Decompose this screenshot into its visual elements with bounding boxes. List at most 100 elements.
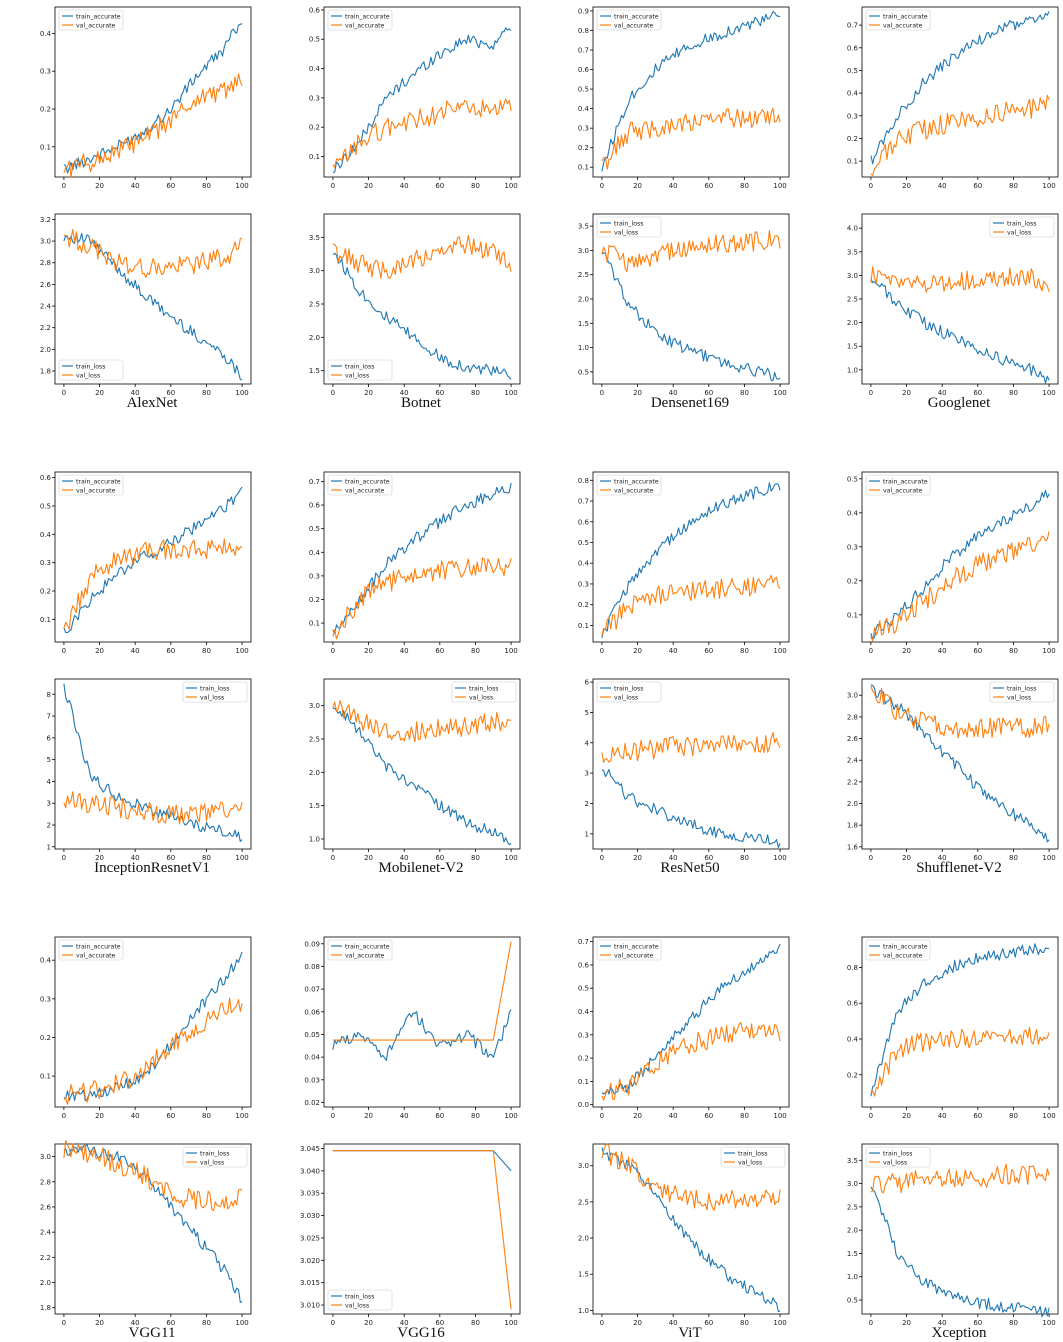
Botnet-loss-train_loss-line [332,252,512,380]
VGG16-loss-axes-frame [323,1143,521,1315]
Googlenet-acc-xtick-label-5: 100 [1042,182,1055,190]
VGG16-loss-ytick-label-5: 3.035 [300,1190,320,1198]
ViT-loss-ytick-label-0: 1.0 [578,1307,589,1315]
Googlenet-loss-xtick-label-4: 80 [1009,389,1018,397]
Shufflenet-V2-loss-ytick-label-6: 2.8 [847,713,858,721]
Densenet169-acc-val_accurate-line [601,107,781,170]
Shufflenet-V2-loss-ytick-label-2: 2.0 [847,800,858,808]
Mobilenet-V2-acc-ytick-label-2: 0.3 [309,572,320,580]
ResNet50-acc-ytick-label-6: 0.7 [578,498,589,506]
Mobilenet-V2-acc-ytick-label-4: 0.5 [309,525,320,533]
Densenet169-acc-ytick-label-8: 0.9 [578,7,589,15]
Botnet-acc-axes-frame [323,6,521,178]
Shufflenet-V2-loss-axes-frame [861,678,1059,850]
ResNet50-acc-xtick-label-1: 20 [633,647,642,655]
VGG11-loss-val_loss-line [63,1140,243,1212]
Densenet169-acc-legend [596,9,662,31]
Densenet169-loss-xtick-label-1: 20 [633,389,642,397]
Googlenet-loss-ytick-label-6: 4.0 [847,225,858,233]
ViT-acc-xtick-label-2: 40 [669,1112,678,1120]
Botnet-accuracy-chart: 0.1 0.2 0.3 0.4 0.5 0.6 0 20 40 60 80 100 train_accu… [309,6,521,190]
Mobilenet-V2-acc-legend-label-1: val_accurate [345,487,385,494]
Densenet169-acc-ytick-label-3: 0.4 [578,105,590,113]
ViT-accuracy-chart: 0.0 0.1 0.2 0.3 0.4 0.5 0.6 0.7 0 20 40 60 80 100 trai… [578,936,790,1120]
Xception-loss-legend-label-1: val_loss [883,1159,907,1166]
Densenet169-loss-ytick-label-0: 0.5 [578,368,589,376]
ResNet50-model-label: ResNet50 [660,860,720,876]
Densenet169-loss-xtick-label-3: 60 [704,389,713,397]
InceptionResnetV1-model-label: InceptionResnetV1 [94,860,210,876]
VGG11-loss-chart: 1.8 2.0 2.2 2.4 2.6 2.8 3.0 0 20 40 60 80 100 train_l… [40,1140,252,1327]
AlexNet-loss-val_loss-line [63,229,243,278]
Densenet169-acc-xtick-label-3: 60 [704,182,713,190]
Xception-loss-xtick-label-0: 0 [869,1319,873,1327]
VGG11-loss-xtick-label-2: 40 [131,1319,140,1327]
Mobilenet-V2-acc-xtick-label-1: 20 [364,647,373,655]
Shufflenet-V2-loss-ytick-label-1: 1.8 [847,822,858,830]
VGG16-acc-train_accurate-line [332,1009,512,1061]
Xception-loss-ytick-label-4: 2.5 [847,1203,858,1211]
AlexNet-loss-legend-label-0: train_loss [76,363,105,370]
InceptionResnetV1-loss-val_loss-line [63,791,243,825]
InceptionResnetV1-loss-ytick-label-5: 6 [47,734,52,742]
Googlenet-acc-train_accurate-line [870,11,1050,165]
VGG11-acc-ytick-label-2: 0.3 [40,995,51,1003]
InceptionResnetV1-loss-ytick-label-3: 4 [47,778,52,786]
Googlenet-loss-legend-label-0: train_loss [1007,220,1036,227]
VGG11-loss-ytick-label-1: 2.0 [40,1279,51,1287]
Mobilenet-V2-loss-xtick-label-5: 100 [504,854,517,862]
ViT-acc-ytick-label-2: 0.2 [578,1055,589,1063]
VGG16-loss-train_loss-line [332,1150,512,1172]
Shufflenet-V2-acc-axes-frame [861,471,1059,643]
ViT-loss-ytick-label-2: 2.0 [578,1235,589,1243]
ViT-acc-train_accurate-line [601,943,781,1095]
AlexNet-acc-ytick-label-1: 0.2 [40,106,51,114]
Shufflenet-V2-model-label: Shufflenet-V2 [916,860,1002,876]
VGG16-loss-ytick-label-2: 3.020 [300,1257,320,1265]
ViT-loss-xtick-label-2: 40 [669,1319,678,1327]
Densenet169-loss-xtick-label-4: 80 [740,389,749,397]
VGG16-loss-legend-label-0: train_loss [345,1293,374,1300]
Densenet169-loss-xtick-label-0: 0 [600,389,604,397]
VGG16-acc-ytick-label-1: 0.03 [304,1076,320,1084]
Botnet-loss-ytick-label-4: 3.5 [309,234,320,242]
InceptionResnetV1-loss-ytick-label-1: 2 [47,822,51,830]
InceptionResnetV1-accuracy-chart: 0.1 0.2 0.3 0.4 0.5 0.6 0 20 40 60 80 100 train_accu… [40,471,252,655]
ResNet50-acc-legend-label-0: train_accurate [614,478,659,485]
ViT-loss-axes-frame [592,1143,790,1315]
VGG11-loss-train_loss-line [63,1144,243,1303]
Mobilenet-V2-loss-train_loss-line [332,707,512,846]
Shufflenet-V2-loss-legend-label-0: train_loss [1007,685,1036,692]
VGG16-loss-xtick-label-1: 20 [364,1319,373,1327]
Xception-acc-ytick-label-0: 0.2 [847,1071,858,1079]
Xception-loss-xtick-label-5: 100 [1042,1319,1055,1327]
Xception-acc-train_accurate-line [870,943,1050,1097]
Mobilenet-V2-model-label: Mobilenet-V2 [378,860,464,876]
Botnet-acc-xtick-label-1: 20 [364,182,373,190]
Xception-acc-ytick-label-2: 0.6 [847,1000,859,1008]
Googlenet-acc-xtick-label-4: 80 [1009,182,1018,190]
ResNet50-loss-ytick-label-0: 1 [585,830,589,838]
Googlenet-loss-xtick-label-5: 100 [1042,389,1055,397]
VGG16-acc-ytick-label-2: 0.04 [304,1054,320,1062]
Xception-acc-ytick-label-3: 0.8 [847,964,858,972]
Botnet-acc-ytick-label-5: 0.6 [309,6,321,14]
VGG16-acc-axes-frame [323,936,521,1108]
InceptionResnetV1-loss-legend-label-1: val_loss [200,694,224,701]
AlexNet-acc-xtick-label-0: 0 [62,182,66,190]
ViT-model-label: ViT [678,1325,702,1341]
Googlenet-acc-ytick-label-0: 0.1 [847,158,858,166]
Densenet169-acc-ytick-label-0: 0.1 [578,164,589,172]
ViT-loss-xtick-label-5: 100 [773,1319,786,1327]
Googlenet-loss-val_loss-line [870,266,1050,293]
InceptionResnetV1-acc-legend-label-0: train_accurate [76,478,121,485]
VGG16-acc-xtick-label-5: 100 [504,1112,517,1120]
Googlenet-acc-xtick-label-0: 0 [869,182,873,190]
ResNet50-acc-xtick-label-4: 80 [740,647,749,655]
Shufflenet-V2-acc-xtick-label-1: 20 [902,647,911,655]
Shufflenet-V2-acc-ytick-label-1: 0.2 [847,577,858,585]
Mobilenet-V2-acc-ytick-label-6: 0.7 [309,478,320,486]
Densenet169-acc-legend-label-0: train_accurate [614,13,659,20]
Densenet169-acc-xtick-label-1: 20 [633,182,642,190]
